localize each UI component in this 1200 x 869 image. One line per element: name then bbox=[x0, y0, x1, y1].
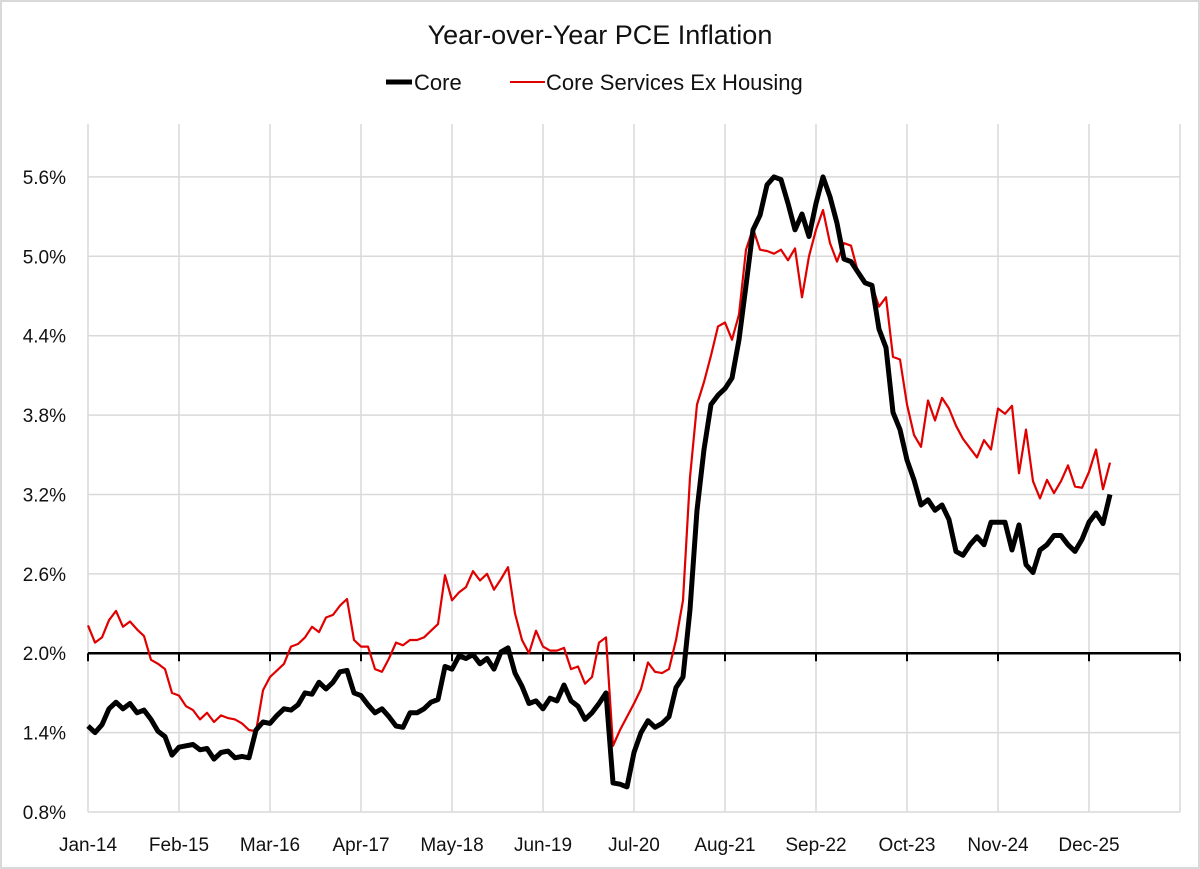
series-lines bbox=[86, 174, 1113, 790]
x-tick-label: Jul-20 bbox=[608, 835, 660, 856]
x-tick-label: Jan-14 bbox=[59, 835, 118, 856]
x-tick-label: Feb-15 bbox=[149, 835, 209, 856]
legend-item-core: Core bbox=[386, 70, 462, 95]
x-tick-label: Aug-21 bbox=[694, 835, 755, 856]
series-line-core bbox=[86, 174, 1113, 790]
x-tick-label: Jun-19 bbox=[514, 835, 572, 856]
legend-label-core-services: Core Services Ex Housing bbox=[546, 70, 803, 95]
x-axis-tick-labels: Jan-14 Feb-15 Mar-16 Apr-17 May-18 Jun-19 Jul-… bbox=[59, 835, 1120, 856]
y-tick-label: 1.4% bbox=[23, 724, 66, 745]
x-axis bbox=[87, 651, 1181, 662]
legend: Core Core Services Ex Housing bbox=[386, 70, 803, 95]
y-tick-label: 3.8% bbox=[23, 406, 66, 427]
x-tick-label: Nov-24 bbox=[967, 835, 1029, 856]
series-line-core-services-ex-housing bbox=[86, 208, 1112, 747]
y-axis-tick-labels: 0.8% 1.4% 2.0% 2.6% 3.2% 3.8% 4.4% 5.0% 5.6% bbox=[23, 168, 66, 824]
y-tick-label: 2.0% bbox=[23, 644, 66, 665]
y-tick-label: 0.8% bbox=[23, 803, 66, 824]
legend-label-core: Core bbox=[414, 70, 462, 95]
y-tick-label: 5.6% bbox=[23, 168, 66, 189]
chart-title: Year-over-Year PCE Inflation bbox=[428, 20, 773, 50]
x-tick-label: Oct-23 bbox=[878, 835, 935, 856]
x-tick-label: Dec-25 bbox=[1058, 835, 1119, 856]
x-tick-label: May-18 bbox=[420, 835, 483, 856]
x-tick-label: Mar-16 bbox=[240, 835, 300, 856]
y-tick-label: 4.4% bbox=[23, 327, 66, 348]
y-tick-label: 5.0% bbox=[23, 247, 66, 268]
legend-item-core-services-ex-housing: Core Services Ex Housing bbox=[510, 70, 803, 95]
x-tick-label: Sep-22 bbox=[785, 835, 846, 856]
y-tick-label: 3.2% bbox=[23, 485, 66, 506]
gridlines bbox=[87, 124, 1181, 813]
y-tick-label: 2.6% bbox=[23, 565, 66, 586]
x-tick-label: Apr-17 bbox=[332, 835, 389, 856]
